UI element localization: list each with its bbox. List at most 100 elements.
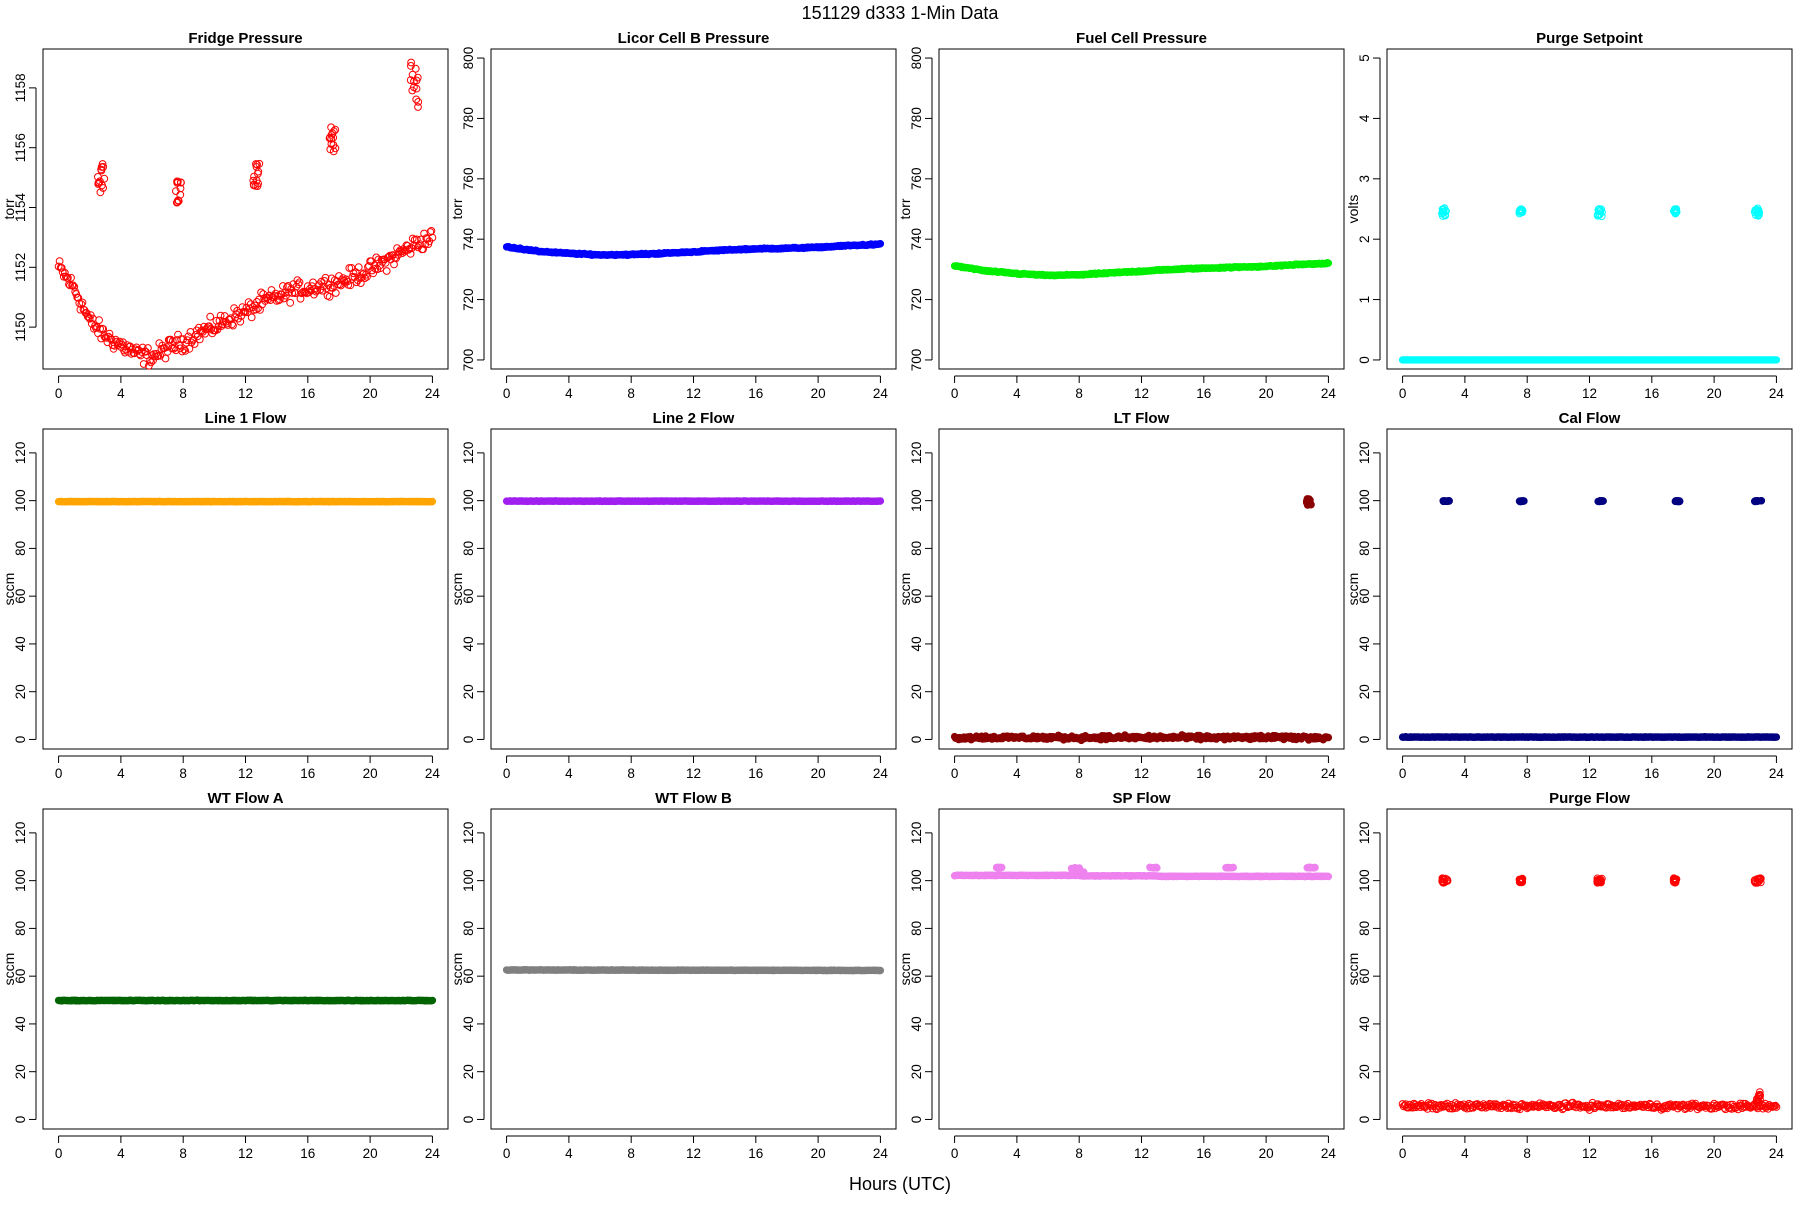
- x-tick-label: 0: [951, 386, 959, 401]
- x-tick-label: 8: [1075, 386, 1083, 401]
- series-points: [55, 997, 436, 1005]
- y-tick-label: 2: [1357, 235, 1372, 243]
- y-tick-label: 800: [461, 47, 476, 70]
- data-point: [287, 299, 294, 306]
- y-tick-label: 20: [909, 1064, 924, 1079]
- y-axis-label: torr: [897, 198, 913, 219]
- y-tick-label: 60: [13, 589, 28, 604]
- x-tick-label: 24: [1321, 766, 1337, 781]
- x-tick-label: 0: [503, 386, 511, 401]
- series-points: [503, 966, 884, 974]
- x-tick-label: 12: [1582, 766, 1597, 781]
- x-tick-label: 16: [300, 1146, 315, 1161]
- plot-frame: [43, 809, 448, 1129]
- y-tick-label: 60: [461, 589, 476, 604]
- panel-title: Cal Flow: [1559, 410, 1621, 427]
- x-tick-label: 24: [425, 1146, 441, 1161]
- series-points: [503, 497, 884, 504]
- y-tick-label: 780: [461, 107, 476, 130]
- x-tick-label: 24: [1769, 766, 1785, 781]
- x-tick-label: 12: [686, 1146, 701, 1161]
- y-tick-label: 20: [13, 1064, 28, 1079]
- y-tick-label: 0: [461, 1116, 476, 1124]
- y-axis-label: volts: [1345, 195, 1361, 224]
- x-tick-label: 8: [1075, 766, 1083, 781]
- x-tick-label: 16: [300, 386, 315, 401]
- y-tick-label: 40: [13, 636, 28, 651]
- data-point: [162, 355, 169, 362]
- y-tick-label: 80: [13, 921, 28, 936]
- x-tick-label: 16: [1644, 386, 1659, 401]
- x-tick-label: 12: [686, 386, 701, 401]
- y-tick-label: 40: [1357, 636, 1372, 651]
- panel-title: Purge Setpoint: [1536, 30, 1643, 47]
- panel-title: Fuel Cell Pressure: [1076, 30, 1207, 47]
- x-tick-label: 24: [1769, 1146, 1785, 1161]
- y-tick-label: 60: [461, 969, 476, 984]
- x-tick-label: 12: [1134, 766, 1149, 781]
- x-tick-label: 20: [363, 386, 378, 401]
- x-tick-label: 4: [1461, 1146, 1469, 1161]
- y-tick-label: 0: [1357, 356, 1372, 364]
- data-point: [1310, 865, 1317, 872]
- plot-frame: [43, 429, 448, 749]
- data-point: [352, 269, 359, 276]
- panel-title: WT Flow B: [655, 790, 732, 807]
- y-tick-label: 1: [1357, 296, 1372, 304]
- figure-title: 151129 d333 1-Min Data: [802, 3, 1000, 23]
- x-tick-label: 0: [1399, 766, 1407, 781]
- y-tick-label: 80: [909, 921, 924, 936]
- y-tick-label: 1154: [13, 192, 28, 222]
- x-tick-label: 16: [748, 1146, 763, 1161]
- y-tick-label: 120: [13, 442, 28, 465]
- data-point: [877, 240, 884, 247]
- y-tick-label: 60: [1357, 969, 1372, 984]
- y-tick-label: 760: [909, 168, 924, 191]
- x-tick-label: 4: [117, 766, 125, 781]
- y-tick-label: 80: [13, 541, 28, 556]
- x-tick-label: 8: [179, 766, 187, 781]
- y-tick-label: 740: [909, 228, 924, 251]
- x-tick-label: 20: [1707, 766, 1722, 781]
- data-point: [1773, 357, 1780, 364]
- y-tick-label: 3: [1357, 175, 1372, 183]
- plot-frame: [939, 809, 1344, 1129]
- data-point: [207, 313, 214, 320]
- panel-title: LT Flow: [1114, 410, 1170, 427]
- plot-frame: [491, 49, 896, 369]
- data-point: [1773, 734, 1780, 741]
- y-tick-label: 40: [909, 636, 924, 651]
- x-tick-label: 8: [627, 766, 635, 781]
- y-tick-label: 120: [1357, 442, 1372, 465]
- plot-frame: [491, 429, 896, 749]
- y-tick-label: 100: [909, 869, 924, 892]
- y-tick-label: 0: [1357, 1116, 1372, 1124]
- panel-title: Line 2 Flow: [653, 410, 735, 427]
- data-point: [326, 293, 333, 300]
- y-tick-label: 120: [1357, 822, 1372, 845]
- x-tick-label: 20: [811, 386, 826, 401]
- panel-title: Purge Flow: [1549, 790, 1630, 807]
- y-tick-label: 0: [1357, 736, 1372, 744]
- data-point: [332, 290, 339, 297]
- plot-frame: [1387, 809, 1792, 1129]
- series-points: [55, 498, 436, 505]
- y-tick-label: 700: [461, 349, 476, 372]
- x-tick-label: 4: [1461, 386, 1469, 401]
- data-point: [415, 104, 422, 111]
- x-tick-label: 24: [1321, 1146, 1337, 1161]
- data-point: [429, 498, 436, 505]
- x-tick-label: 24: [425, 386, 441, 401]
- y-tick-label: 100: [909, 489, 924, 512]
- y-tick-label: 100: [461, 489, 476, 512]
- plot-frame: [939, 429, 1344, 749]
- x-tick-label: 12: [1582, 386, 1597, 401]
- y-tick-label: 20: [461, 1064, 476, 1079]
- data-point: [96, 317, 103, 324]
- x-tick-label: 20: [363, 766, 378, 781]
- x-tick-label: 0: [951, 766, 959, 781]
